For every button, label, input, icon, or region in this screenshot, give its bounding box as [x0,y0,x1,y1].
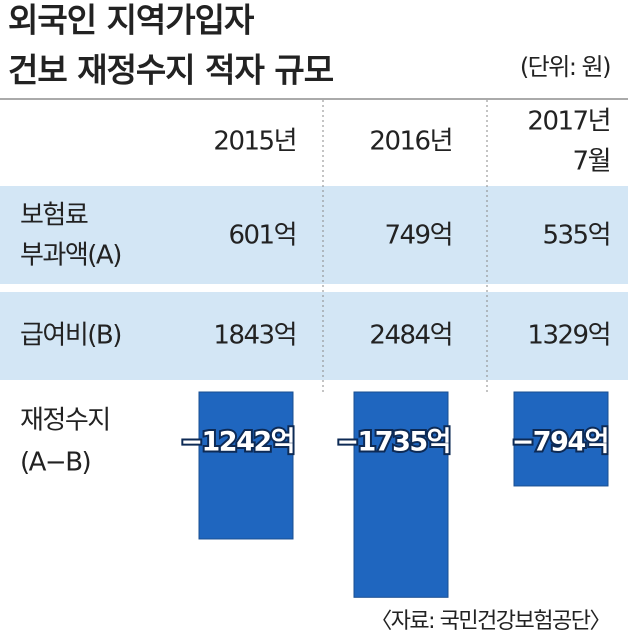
title-line: 건보 재정수지 적자 규모 [8,51,334,90]
unit: (단위: 원) [520,53,610,81]
chart-label: 재정수지 [20,406,110,436]
source: 〈자료: 국민건강보험공단〉 [370,609,610,634]
column-header: 7월 [573,147,610,177]
value-label: −1242억 [180,427,294,458]
cell: 1843억 [213,321,296,351]
title-line: 외국인 지역가입자 [8,1,255,40]
cell: 2484억 [369,321,452,351]
row-label: 보험료 [20,201,88,231]
cell: 1329억 [527,321,610,351]
column-header: 2015년 [213,127,296,157]
row-label: 급여비(B) [20,321,121,351]
column-header: 2016년 [369,127,452,157]
value-label: −794억 [512,427,608,458]
row-band [0,292,628,380]
value-label: −1735억 [336,427,450,458]
cell: 601억 [228,221,296,251]
bar [513,391,609,487]
column-header: 2017년 [527,107,610,137]
bar [198,391,294,540]
cell: 535억 [542,221,610,251]
cell: 749억 [384,221,452,251]
row-band [0,186,628,284]
chart-label: (A−B) [20,448,90,478]
bar [353,391,449,598]
row-label: 부과액(A) [20,241,121,271]
